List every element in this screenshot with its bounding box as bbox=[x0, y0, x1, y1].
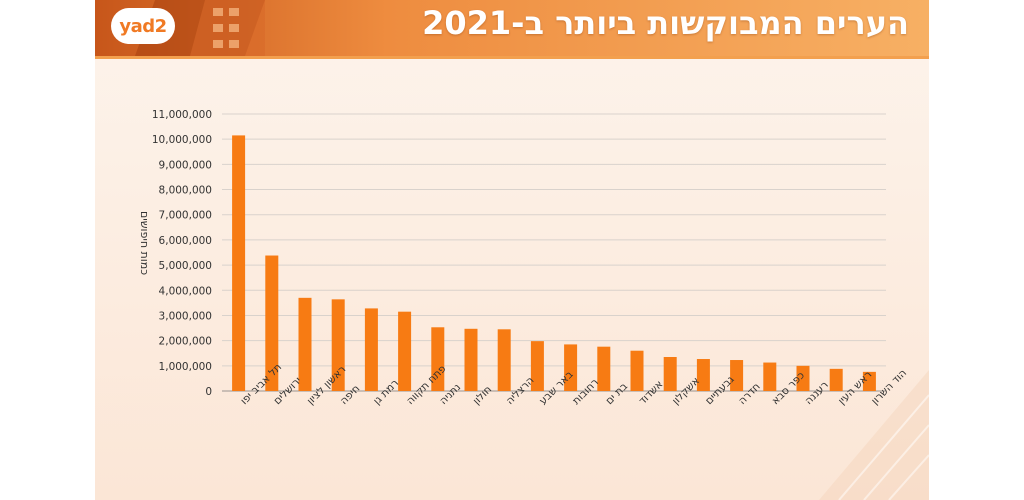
y-tick-label: 5,000,000 bbox=[159, 260, 212, 272]
grid-lines bbox=[222, 113, 886, 392]
y-tick-label: 1,000,000 bbox=[159, 361, 212, 373]
y-tick-label: 6,000,000 bbox=[159, 235, 212, 247]
bar bbox=[497, 329, 511, 391]
y-tick-label: 10,000,000 bbox=[152, 134, 212, 146]
y-tick-label: 2,000,000 bbox=[159, 336, 212, 348]
y-tick-label: 0 bbox=[205, 386, 212, 398]
bar bbox=[398, 311, 412, 391]
bar bbox=[464, 328, 478, 391]
bar bbox=[796, 365, 810, 391]
y-tick-label: 9,000,000 bbox=[159, 159, 212, 171]
bar bbox=[663, 357, 677, 391]
bar bbox=[364, 308, 378, 391]
bar bbox=[265, 255, 279, 391]
bar bbox=[829, 368, 843, 391]
y-axis-label: כמות חיפושים bbox=[138, 211, 151, 275]
bar bbox=[530, 341, 544, 391]
bar bbox=[232, 135, 246, 391]
bar bbox=[862, 371, 876, 391]
background-building-decoration bbox=[819, 370, 929, 500]
header-banner: yad2 הערים המבוקשות ביותר ב-2021 bbox=[95, 0, 929, 59]
bar bbox=[431, 327, 445, 391]
bar bbox=[331, 299, 345, 391]
yad2-logo: yad2 bbox=[111, 8, 175, 44]
y-tick-label: 8,000,000 bbox=[159, 185, 212, 197]
bar bbox=[730, 360, 744, 391]
y-tick-label: 3,000,000 bbox=[159, 310, 212, 322]
y-tick-label: 7,000,000 bbox=[159, 210, 212, 222]
bar bbox=[630, 350, 644, 391]
bar bbox=[696, 359, 710, 391]
bar bbox=[564, 344, 578, 391]
bars bbox=[232, 135, 876, 391]
y-tick-label: 11,000,000 bbox=[152, 109, 212, 121]
y-axis-ticks: 0 1,000,000 2,000,000 3,000,000 4,000,000 5,0… bbox=[152, 109, 212, 398]
page-title: הערים המבוקשות ביותר ב-2021 bbox=[422, 4, 909, 42]
bar bbox=[298, 297, 312, 391]
bar bbox=[763, 362, 777, 391]
bar bbox=[597, 346, 611, 391]
y-tick-label: 4,000,000 bbox=[159, 285, 212, 297]
